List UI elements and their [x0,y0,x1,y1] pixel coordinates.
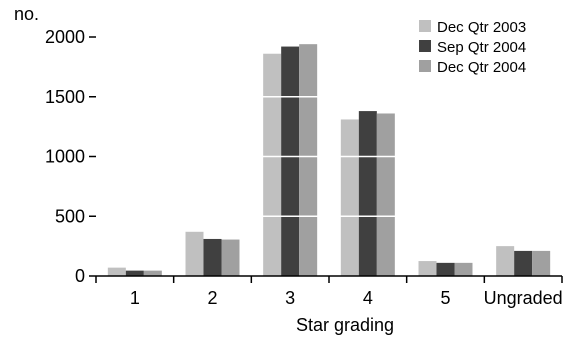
bar [221,239,240,276]
y-tick-label: 1000 [45,147,85,167]
bar [203,238,222,276]
legend-label: Sep Qtr 2004 [437,39,526,56]
x-axis: 1 2 3 4 5 Ungraded [95,276,563,308]
legend-swatch [419,20,431,32]
legend-label: Dec Qtr 2004 [437,59,526,76]
x-tick-label: 1 [130,288,140,308]
y-tick-label: 500 [55,206,85,226]
bar [143,270,162,276]
x-tick-label: 5 [440,288,450,308]
legend: Dec Qtr 2003 Sep Qtr 2004 Dec Qtr 2004 [419,19,526,76]
x-tick-label: 2 [207,288,217,308]
legend-swatch [419,60,431,72]
y-axis: 0 500 1000 1500 2000 [45,27,96,286]
bar [514,250,533,276]
bar [263,53,282,277]
x-axis-label: Star grading [296,315,394,335]
bar [376,113,395,276]
bar [496,246,515,276]
y-tick-label: 2000 [45,27,85,47]
bar [125,270,144,276]
bar [340,119,359,276]
bar [185,231,204,276]
bar [436,262,455,276]
bar [299,44,318,276]
bar [532,250,551,276]
legend-label: Dec Qtr 2003 [437,19,526,36]
x-tick-label: 3 [285,288,295,308]
x-tick-label: Ungraded [484,288,563,308]
legend-swatch [419,40,431,52]
y-tick-label: 0 [75,266,85,286]
bar [418,261,437,276]
gridlines [96,96,562,217]
x-tick-label: 4 [363,288,373,308]
bar [454,262,473,276]
bar [358,111,377,276]
y-tick-label: 1500 [45,87,85,107]
bar [281,46,300,277]
plot-area [107,44,551,277]
y-axis-label: no. [14,4,39,24]
bar [107,267,126,276]
